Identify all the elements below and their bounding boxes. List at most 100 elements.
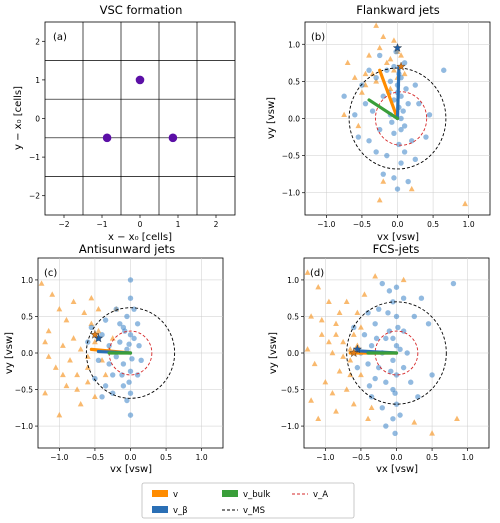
blue-circle-point — [389, 119, 395, 125]
y-tick-label: −1.0 — [282, 189, 300, 198]
blue-circle-point — [365, 361, 371, 367]
blue-circle-point — [138, 357, 144, 364]
blue-circle-point — [99, 332, 105, 338]
blue-circle-point — [120, 383, 127, 389]
blue-circle-point — [113, 353, 119, 360]
orange-triangle-point — [84, 379, 91, 385]
blue-circle-point — [373, 335, 380, 342]
blue-circle-point — [404, 350, 410, 356]
y-tick-label: 0.5 — [287, 312, 299, 321]
orange-triangle-point — [49, 291, 56, 297]
blue-circle-point — [368, 342, 375, 349]
x-tick-label: 0.0 — [392, 220, 404, 229]
panel-d-ylabel: vy [vsw] — [268, 332, 279, 374]
orange-triangle-point — [304, 346, 311, 352]
orange-triangle-point — [380, 33, 387, 40]
orange-triangle-point — [336, 309, 343, 316]
blue-circle-point — [380, 93, 386, 99]
blue-circle-point — [92, 375, 98, 382]
blue-circle-point — [390, 335, 396, 342]
blue-circle-point — [366, 383, 373, 389]
panel-d-label: (d) — [310, 268, 324, 279]
y-tick-label: −1 — [29, 153, 40, 162]
blue-circle-point — [390, 299, 396, 305]
orange-triangle-point — [315, 415, 322, 421]
orange-triangle-point — [365, 415, 371, 421]
orange-triangle-point — [38, 280, 45, 286]
blue-circle-point — [397, 412, 403, 418]
orange-triangle-point — [109, 335, 116, 341]
mean-velocity-star — [90, 329, 100, 339]
blue-circle-point — [117, 321, 123, 327]
blue-circle-point — [383, 423, 389, 429]
blue-circle-point — [397, 346, 403, 353]
blue-circle-point — [106, 361, 112, 367]
blue-circle-point — [124, 346, 130, 353]
blue-circle-point — [341, 93, 347, 99]
panel-b: Flankward jets −1.0 −1.0 −0.5 −0.5 0.0 0.0 0.5… — [266, 3, 491, 243]
mean-velocity-star — [352, 344, 363, 354]
orange-triangle-point — [344, 59, 351, 66]
y-tick-label: 0.0 — [288, 115, 300, 124]
orange-triangle-point — [304, 269, 311, 275]
orange-triangle-point — [74, 386, 81, 392]
legend-label: v_MS — [243, 506, 265, 516]
blue-circle-point — [134, 372, 141, 378]
orange-triangle-point — [376, 196, 383, 203]
y-tick-label: 0.5 — [21, 312, 33, 321]
x-tick-label: 1.0 — [196, 453, 208, 462]
y-tick-label: 1.0 — [21, 276, 33, 285]
legend-swatch — [152, 506, 168, 513]
panel-a-xlabel: x − x₀ [cells] — [108, 232, 172, 243]
blue-circle-point — [390, 357, 396, 364]
x-tick-label: 0.0 — [391, 453, 403, 462]
orange-triangle-point — [308, 313, 315, 319]
panel-d-xlabel: vx [vsw] — [376, 464, 418, 475]
y-tick-label: −1.0 — [15, 422, 33, 431]
blue-circle-point — [408, 379, 414, 385]
orange-triangle-point — [462, 200, 468, 207]
orange-triangle-point — [60, 371, 66, 378]
mean-velocity-star — [396, 61, 406, 71]
blue-circle-point — [127, 295, 134, 301]
orange-triangle-point — [326, 298, 332, 305]
orange-triangle-point — [92, 338, 98, 345]
blue-circle-point — [392, 390, 398, 396]
blue-circle-point — [393, 342, 400, 349]
blue-circle-point — [361, 332, 368, 338]
magnetosonic-speed-circle — [346, 301, 447, 405]
panel-b-title: Flankward jets — [356, 3, 440, 17]
orange-triangle-point — [387, 85, 394, 92]
panel-d-plot: −1.0 −1.0 −0.5 −0.5 0.0 0.0 0.5 0.5 1.0 1.0 — [281, 258, 489, 462]
blue-circle-point — [405, 178, 411, 185]
orange-triangle-point — [400, 276, 407, 283]
orange-triangle-point — [42, 389, 49, 396]
orange-triangle-point — [387, 55, 394, 62]
blue-circle-point — [372, 375, 378, 382]
blue-circle-point — [131, 335, 137, 342]
blue-circle-point — [102, 317, 109, 323]
orange-triangle-point — [77, 346, 84, 352]
blue-circle-point — [127, 332, 134, 338]
orange-triangle-point — [42, 338, 49, 345]
orange-triangle-point — [318, 331, 325, 337]
orange-triangle-point — [391, 67, 397, 73]
blue-circle-point — [102, 383, 109, 389]
orange-triangle-point — [45, 353, 52, 359]
blue-circle-point — [383, 335, 389, 342]
orange-triangle-point — [45, 327, 52, 334]
y-tick-label: 2 — [35, 37, 40, 46]
orange-triangle-point — [329, 389, 336, 396]
orange-triangle-point — [84, 353, 91, 359]
blue-circle-point — [398, 160, 404, 166]
blue-circle-point — [393, 48, 399, 55]
orange-triangle-point — [92, 393, 98, 400]
x-tick-label: 0.5 — [160, 453, 172, 462]
blue-circle-point — [126, 379, 132, 385]
x-tick-label: 0.5 — [427, 220, 439, 229]
blue-circle-point — [450, 280, 457, 287]
blue-circle-point — [380, 171, 386, 177]
blue-circle-point — [373, 74, 379, 81]
legend-label: v — [173, 490, 178, 500]
orange-triangle-point — [354, 309, 361, 316]
